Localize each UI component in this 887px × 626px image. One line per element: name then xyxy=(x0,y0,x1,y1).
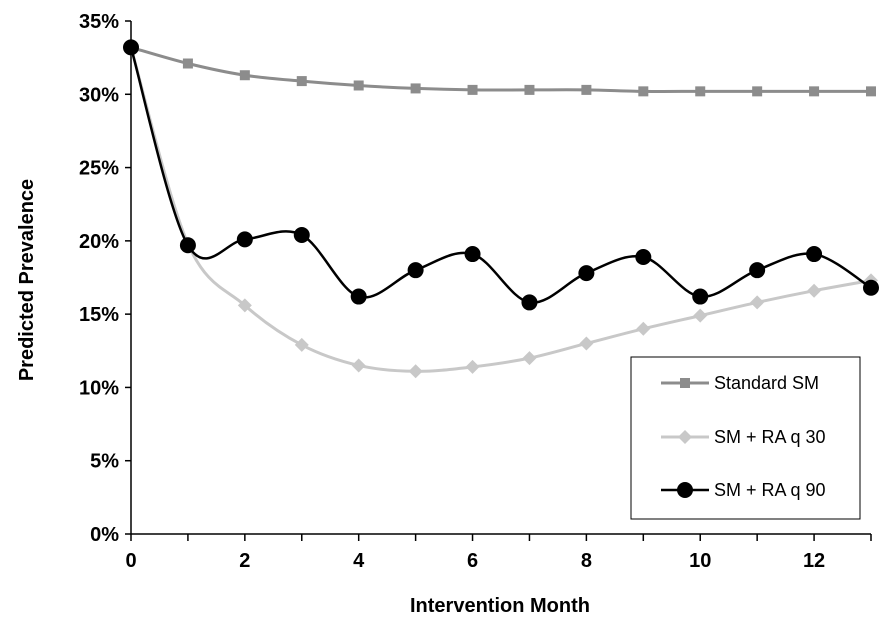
x-tick-label: 8 xyxy=(581,550,592,572)
data-point xyxy=(866,86,876,97)
data-point xyxy=(578,265,595,282)
y-tick-label: 5% xyxy=(90,451,119,473)
data-point xyxy=(522,351,537,366)
data-point xyxy=(581,84,592,95)
data-point xyxy=(464,246,481,263)
y-tick-label: 15% xyxy=(79,304,119,326)
y-tick-label: 20% xyxy=(79,231,119,253)
legend-marker xyxy=(678,430,692,444)
data-point xyxy=(638,86,649,97)
y-tick-label: 0% xyxy=(90,524,119,546)
data-point xyxy=(579,336,594,351)
y-tick-labels: 0% 5% 10% 15% 20% 25% 30% 35% xyxy=(79,11,119,546)
data-point xyxy=(293,226,310,243)
data-point xyxy=(351,358,366,373)
data-point xyxy=(752,86,763,97)
x-axis-title: Intervention Month xyxy=(410,595,590,617)
y-tick-label: 25% xyxy=(79,158,119,180)
x-tick-label: 4 xyxy=(353,550,365,572)
data-point xyxy=(407,262,424,279)
legend-label: Standard SM xyxy=(714,373,819,393)
x-tick-label: 6 xyxy=(467,550,478,572)
data-point xyxy=(749,262,766,279)
legend-label: SM + RA q 30 xyxy=(714,427,826,447)
data-point xyxy=(296,76,307,87)
data-point xyxy=(524,84,535,95)
x-tick-label: 2 xyxy=(239,550,250,572)
data-point xyxy=(807,283,822,298)
y-tick-label: 35% xyxy=(79,11,119,33)
data-point xyxy=(636,321,651,336)
data-point xyxy=(408,364,423,379)
data-point xyxy=(236,231,253,248)
data-point xyxy=(692,288,709,305)
data-point xyxy=(237,298,252,313)
data-point xyxy=(353,80,364,91)
series-sm-ra-q-90 xyxy=(123,39,879,311)
data-point xyxy=(410,83,421,94)
axes xyxy=(125,20,872,541)
data-point xyxy=(350,288,367,305)
x-tick-labels: 0 2 4 6 8 10 12 xyxy=(125,550,825,572)
data-point xyxy=(863,279,879,296)
data-point xyxy=(635,248,652,265)
data-point xyxy=(179,237,196,254)
legend-item-standard-sm: Standard SM xyxy=(661,373,819,393)
data-point xyxy=(239,70,250,81)
legend-marker xyxy=(680,378,690,388)
legend-item-sm-ra-q-90: SM + RA q 90 xyxy=(661,480,826,500)
legend-items: Standard SM SM + RA q 30 SM + RA q 90 xyxy=(661,373,826,500)
data-point xyxy=(521,294,538,311)
data-point xyxy=(695,86,706,97)
data-point xyxy=(806,246,823,263)
series-line xyxy=(130,45,871,93)
series-layer xyxy=(123,39,879,379)
legend-item-sm-ra-q-30: SM + RA q 30 xyxy=(661,427,826,447)
y-tick-label: 30% xyxy=(79,84,119,106)
data-point xyxy=(123,39,139,56)
data-point xyxy=(693,308,708,323)
x-tick-label: 12 xyxy=(803,550,825,572)
legend-marker xyxy=(677,482,693,498)
data-point xyxy=(294,337,309,352)
data-point xyxy=(809,86,820,97)
series-sm-ra-q-30 xyxy=(124,40,878,379)
y-axis-title: Predicted Prevalence xyxy=(16,179,38,381)
x-tick-label: 10 xyxy=(689,550,711,572)
legend-label: SM + RA q 90 xyxy=(714,480,826,500)
series-standard-sm xyxy=(126,42,876,97)
data-point xyxy=(182,58,193,69)
data-point xyxy=(465,359,480,374)
legend: Standard SM SM + RA q 30 SM + RA q 90 xyxy=(630,356,861,520)
x-tick-label: 0 xyxy=(125,550,136,572)
y-tick-label: 10% xyxy=(79,377,119,399)
data-point xyxy=(750,295,765,310)
data-point xyxy=(467,84,478,95)
